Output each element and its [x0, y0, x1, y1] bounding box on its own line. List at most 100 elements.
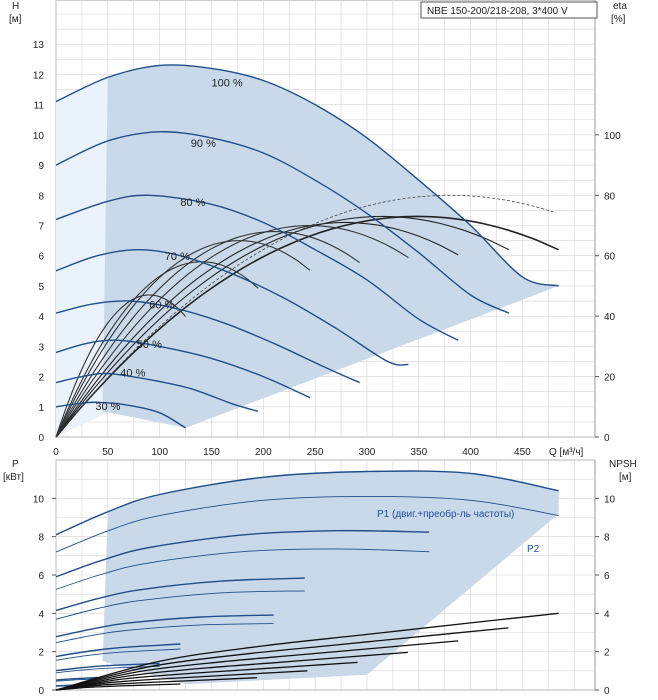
head-curve — [55, 372, 259, 412]
efficiency-curve — [55, 261, 259, 438]
p2-power-curve — [55, 495, 559, 553]
y-right-tick-label: 0 — [604, 686, 610, 697]
npsh-curve — [55, 683, 181, 691]
y-axis-unit-npsh: [м] — [619, 472, 632, 483]
y-tick-label: 2 — [38, 648, 44, 659]
y-tick-label: 0 — [38, 686, 44, 697]
y-tick-label: 9 — [38, 161, 44, 172]
y-right-tick-label: 4 — [604, 609, 610, 620]
y-axis-label-eta: eta — [613, 1, 627, 12]
p1-power-curve — [55, 643, 181, 658]
y-tick-label: 8 — [38, 191, 44, 202]
p1-power-curve — [55, 662, 160, 672]
power-region — [102, 470, 559, 685]
y-tick-label: 6 — [38, 571, 44, 582]
y-axis-unit-p: [кВт] — [3, 472, 24, 483]
head-curve — [55, 64, 559, 287]
p2-power-curve — [55, 648, 181, 661]
head-curve — [55, 248, 409, 366]
x-tick-label: 50 — [102, 447, 114, 458]
y-right-tick-label: 0 — [604, 433, 610, 444]
x-tick-label: 300 — [359, 447, 376, 458]
efficiency-curve — [55, 240, 311, 438]
x-tick-label: 200 — [255, 447, 272, 458]
x-tick-label: 350 — [410, 447, 427, 458]
p2-power-curve — [55, 548, 430, 590]
p1-power-curve — [55, 676, 98, 681]
efficiency-curve — [55, 230, 361, 438]
legend-label: P1 (двиг.+преобр-ль частоты) — [377, 508, 514, 520]
npsh-curve — [55, 670, 308, 691]
x-tick-label: 150 — [203, 447, 220, 458]
y-axis-label-h: H — [12, 1, 19, 12]
y-right-tick-label: 80 — [604, 191, 616, 202]
y-tick-label: 8 — [38, 533, 44, 544]
y-tick-label: 0 — [38, 433, 44, 444]
speed-label: 30 % — [95, 401, 120, 413]
y-right-tick-label: 6 — [604, 571, 610, 582]
title-box: NBE 150-200/218-208, 3*400 V — [420, 1, 598, 19]
y-tick-label: 6 — [38, 252, 44, 263]
y-right-tick-label: 40 — [604, 312, 616, 323]
y-tick-label: 7 — [38, 222, 44, 233]
y-tick-label: 10 — [33, 131, 45, 142]
npsh-curve — [55, 640, 459, 691]
y-tick-label: 5 — [38, 282, 44, 293]
y-tick-label: 11 — [34, 101, 45, 112]
p1-power-curve — [55, 529, 430, 578]
x-tick-label: 100 — [151, 447, 168, 458]
efficiency-curve — [55, 215, 510, 438]
head-curve — [55, 401, 186, 429]
y-tick-label: 3 — [38, 342, 44, 353]
x-tick-label: 450 — [514, 447, 531, 458]
speed-label: 70 % — [165, 251, 190, 263]
speed-label: 90 % — [191, 138, 216, 150]
y-axis-label-p: P — [12, 459, 19, 470]
speed-label: 60 % — [149, 300, 174, 312]
head-curve — [55, 131, 510, 314]
y-tick-label: 12 — [33, 70, 45, 81]
operating-region — [102, 64, 559, 428]
y-axis-unit-h: [м] — [9, 14, 22, 25]
head-curve-plot: 100 %90 %80 %70 %60 %50 %40 %30 %0123456… — [33, 0, 621, 458]
y-axis-unit-eta: [%] — [611, 14, 626, 25]
y-tick-label: 4 — [38, 609, 44, 620]
head-curve — [55, 194, 459, 341]
y-right-tick-label: 10 — [604, 494, 616, 505]
speed-label: 50 % — [137, 339, 162, 351]
head-curve — [55, 339, 311, 399]
x-tick-label: 400 — [462, 447, 479, 458]
p1-power-curve — [55, 614, 274, 638]
p2-power-curve — [55, 590, 305, 620]
p2-power-curve — [55, 623, 274, 644]
operating-region-min — [56, 77, 108, 438]
y-right-tick-label: 100 — [604, 131, 621, 142]
y-tick-label: 1 — [38, 403, 44, 414]
efficiency-curve — [55, 294, 187, 438]
y-tick-label: 4 — [38, 312, 44, 323]
power-curve-plot: P1 (двиг.+преобр-ль частоты) P2 0 2 4 6 8 10 0 2 4… — [33, 459, 616, 697]
speed-label: 40 % — [120, 368, 145, 380]
efficiency-curve — [55, 224, 409, 438]
speed-label: 80 % — [180, 197, 205, 209]
npsh-curve — [55, 661, 358, 691]
x-axis-label: Q [м³/ч] — [549, 447, 584, 458]
p1-power-curve — [55, 470, 559, 536]
head-curve — [55, 300, 360, 384]
legend-label: P2 — [527, 544, 540, 555]
npsh-curve — [55, 612, 559, 691]
speed-label: 100 % — [212, 78, 243, 90]
npsh-curve — [55, 627, 509, 691]
y-tick-label: 13 — [33, 40, 45, 51]
y-tick-label: 10 — [33, 494, 45, 505]
p1-power-curve — [55, 577, 305, 612]
chart-title: NBE 150-200/218-208, 3*400 V — [427, 6, 568, 17]
y-tick-label: 2 — [38, 373, 44, 384]
y-axis-label-npsh: NPSH — [609, 459, 637, 470]
npsh-curve — [55, 651, 408, 691]
x-tick-label: 0 — [53, 447, 59, 458]
efficiency-curve — [55, 215, 560, 438]
efficiency-reference-curve — [55, 194, 554, 438]
y-right-tick-label: 20 — [604, 373, 616, 384]
